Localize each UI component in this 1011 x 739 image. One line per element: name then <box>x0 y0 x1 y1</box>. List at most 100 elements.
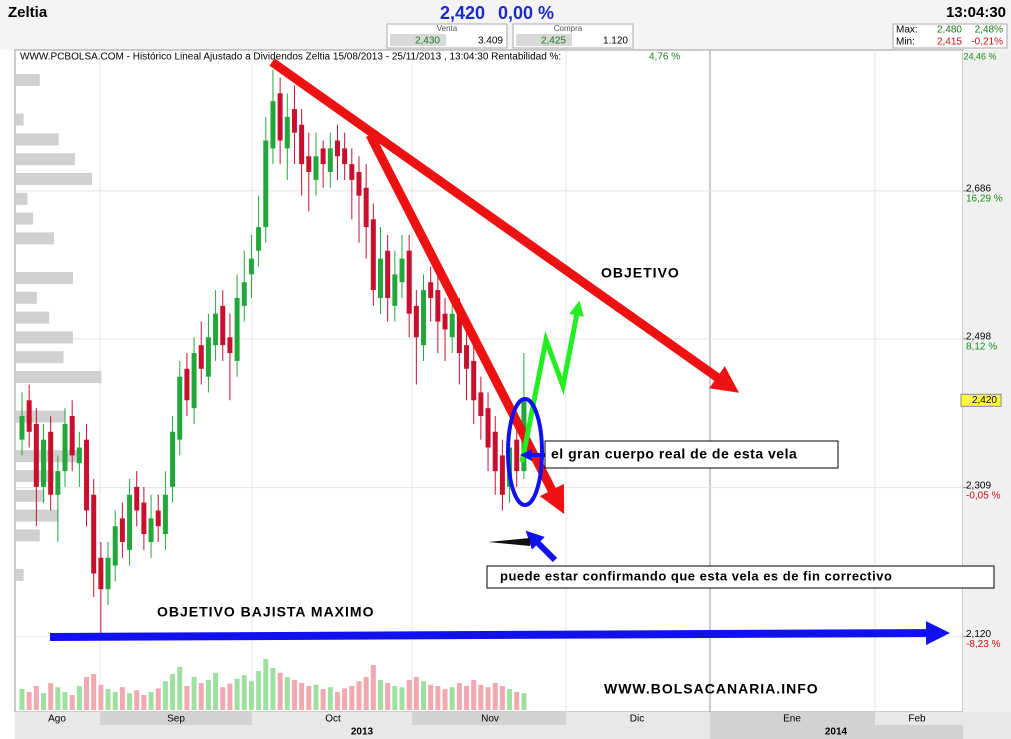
candle-body <box>291 109 297 133</box>
candle-body <box>33 423 39 487</box>
annotation: OBJETIVO BAJISTA MAXIMO <box>157 604 374 620</box>
annotation: OBJETIVO <box>601 265 680 281</box>
candle-body <box>119 518 125 542</box>
band <box>100 712 252 725</box>
x-tick-label: Dic <box>630 714 644 725</box>
profile-bar <box>16 133 59 146</box>
min: 2,415 <box>937 37 962 48</box>
profile-bar <box>16 311 50 324</box>
candle-body <box>55 471 61 495</box>
volume-bar <box>428 684 434 710</box>
volume-bar <box>356 681 362 710</box>
blue-arrow <box>49 621 950 646</box>
x-tick-label: Oct <box>325 714 341 725</box>
volume-bar <box>399 687 405 710</box>
y-tick-label: 2,120 <box>966 629 991 640</box>
volume-bar <box>277 672 283 710</box>
candle-body <box>127 494 133 550</box>
maxmin-box <box>892 23 1008 49</box>
volume-bar <box>134 690 140 710</box>
volume-bar <box>220 687 226 710</box>
y-tick-label: 2,309 <box>966 480 991 491</box>
chart-title: WWW.PCBOLSA.COM - Histórico Lineal Ajust… <box>20 52 561 63</box>
candle-body <box>69 416 75 456</box>
volume-bar <box>248 681 254 710</box>
candle-body <box>198 345 204 369</box>
candle-body <box>141 502 147 535</box>
volume-bar <box>342 688 348 710</box>
profile-bar <box>16 371 102 383</box>
volume-bar <box>69 695 75 710</box>
candle-body <box>134 486 140 511</box>
volume-bar <box>112 692 118 710</box>
volume-bar <box>155 688 161 710</box>
volume-bar <box>241 675 247 710</box>
volume-bar <box>478 684 484 710</box>
volume-bar <box>33 686 39 710</box>
candle-body <box>234 297 240 361</box>
x-tick-label: Ago <box>48 714 66 725</box>
ticker: Zeltia <box>8 4 48 21</box>
volume-bar <box>449 687 455 710</box>
volume-bar <box>507 689 513 710</box>
volume-bar <box>184 686 190 710</box>
profile-bar <box>16 331 73 344</box>
min-label: Min: <box>896 37 915 48</box>
volume-bar <box>191 677 197 710</box>
price: 2,420 <box>440 3 485 23</box>
volume-bar <box>270 668 276 710</box>
candle-body <box>442 313 448 330</box>
candle-body <box>349 164 355 180</box>
volume-bar <box>48 683 54 710</box>
candle-body <box>313 156 319 180</box>
max-pct: 2,48% <box>975 25 1003 36</box>
candle-body <box>478 392 484 417</box>
volume-bar <box>256 671 262 710</box>
band <box>412 712 566 725</box>
candle-body <box>284 116 290 149</box>
candle-body <box>155 510 161 527</box>
candle-body <box>277 93 283 141</box>
candle-body <box>98 557 104 590</box>
y-tick-label: 2,498 <box>966 332 991 343</box>
volume-bar <box>306 686 312 710</box>
band <box>710 712 875 725</box>
volume-bar <box>198 683 204 710</box>
volume-bar <box>284 677 290 710</box>
x-tick-label: Sep <box>167 714 185 725</box>
candle-body <box>213 313 219 346</box>
blue-arrow <box>525 530 558 563</box>
compra-price: 2,425 <box>541 36 566 47</box>
pct-tick-label: -8,23 % <box>966 639 1001 650</box>
venta-label: Venta <box>437 24 458 33</box>
volume-bar <box>177 666 183 710</box>
candle-body <box>241 282 247 306</box>
note-box <box>544 440 839 469</box>
max: 2,480 <box>937 25 962 36</box>
candle-body <box>91 494 97 574</box>
year-label: 2014 <box>825 727 848 738</box>
candle-body <box>406 250 412 314</box>
candle-body <box>428 282 434 298</box>
volume-bar <box>105 689 111 710</box>
volume-bar <box>385 683 391 710</box>
venta-qty: 3.409 <box>478 36 503 47</box>
candle-body <box>456 305 462 354</box>
volume-bar <box>413 677 419 710</box>
profile-bar <box>16 113 24 126</box>
volume-bar <box>363 677 369 710</box>
volume-bar <box>26 692 32 710</box>
note-box <box>486 565 995 589</box>
red-arrow <box>269 58 740 393</box>
volume-bar <box>492 683 498 710</box>
candle-body <box>435 290 441 322</box>
axis-bg <box>963 50 1011 712</box>
candle-body <box>148 518 154 542</box>
max-label: Max: <box>896 25 918 36</box>
time: 13:04:30 <box>946 4 1006 21</box>
profile-bar <box>16 509 59 522</box>
candle-body <box>320 148 326 165</box>
candle-body <box>299 124 305 165</box>
